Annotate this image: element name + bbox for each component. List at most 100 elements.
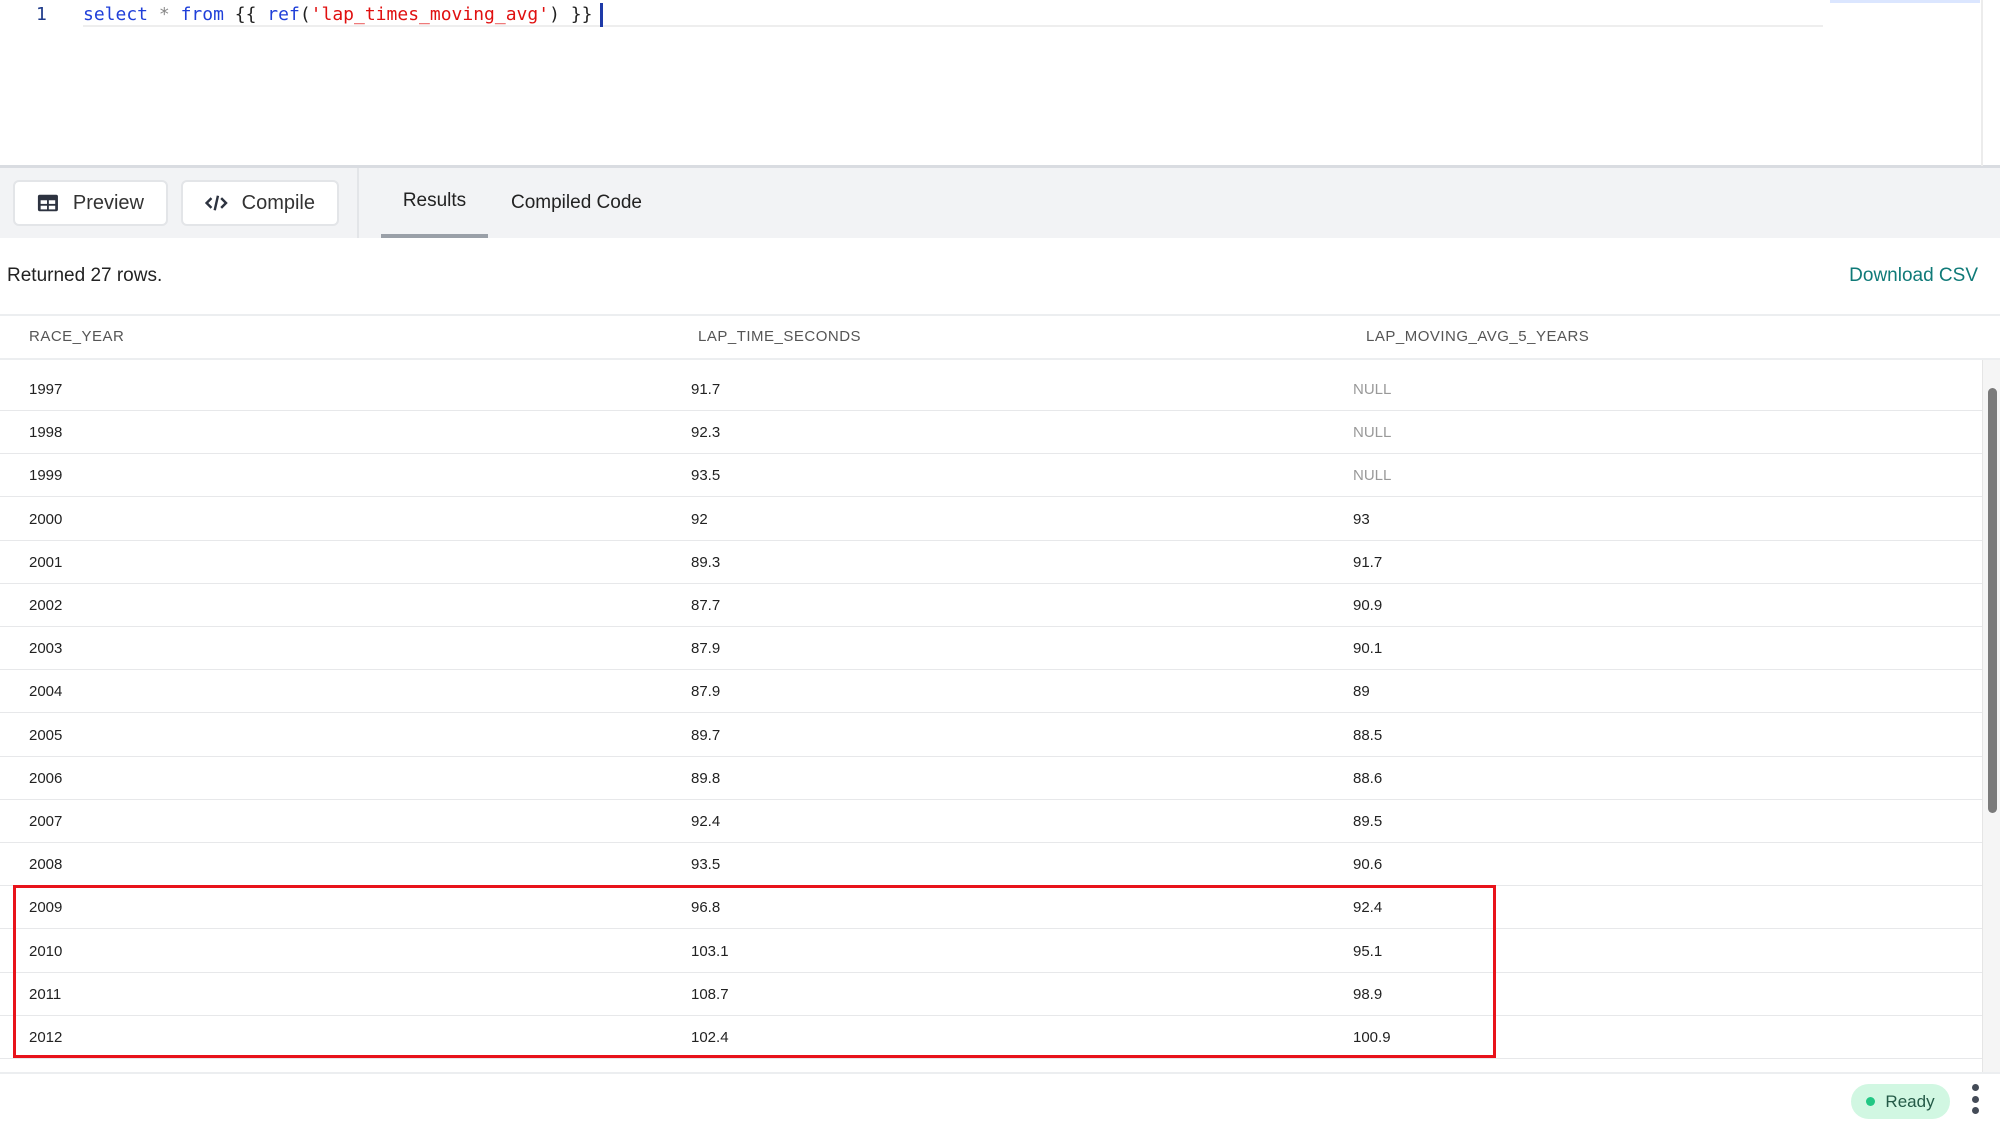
cell-lap-moving-avg: 100.9: [1353, 1029, 1391, 1046]
paren-open: (: [299, 4, 311, 25]
tab-results[interactable]: Results: [381, 168, 488, 238]
preview-label: Preview: [72, 191, 144, 214]
cell-lap-moving-avg: 95.1: [1353, 942, 1383, 960]
jinja-open: {{: [234, 4, 257, 25]
cell-race-year: 2007: [29, 813, 63, 830]
table-row[interactable]: 2000 92 93: [0, 498, 1982, 541]
table-row[interactable]: 2010 103.1 95.1: [0, 930, 1982, 973]
table-row[interactable]: 2007 92.4 89.5: [0, 800, 1982, 843]
cell-race-year: 2011: [29, 985, 62, 1003]
cell-lap-moving-avg: 98.9: [1353, 985, 1383, 1003]
code-icon: [205, 195, 228, 211]
status-badge: Ready: [1851, 1084, 1950, 1119]
table-row[interactable]: 2004 87.9 89: [0, 670, 1982, 714]
table-row[interactable]: 2011 108.7 98.9: [0, 973, 1982, 1016]
cell-lap-moving-avg: 88.6: [1353, 769, 1383, 787]
cell-lap-time-seconds: 89.8: [691, 769, 721, 787]
table-row[interactable]: 2008 93.5 90.6: [0, 843, 1982, 887]
cell-lap-time-seconds: 92.3: [691, 424, 721, 442]
paren-close: ): [549, 4, 560, 25]
cell-lap-moving-avg: 89: [1353, 683, 1370, 701]
table-row[interactable]: 1999 93.5 NULL: [0, 454, 1982, 498]
cell-lap-moving-avg: 92.4: [1353, 899, 1383, 917]
cell-lap-time-seconds: 108.7: [691, 985, 729, 1003]
results-toolbar: Preview Compile Results Compiled Code: [0, 168, 2000, 238]
cell-lap-time-seconds: 89.3: [691, 553, 721, 571]
cell-race-year: 2012: [29, 1029, 63, 1046]
cell-lap-time-seconds: 92.4: [691, 813, 721, 830]
editor-divider: [1981, 0, 1983, 166]
cell-race-year: 2006: [29, 769, 63, 787]
cell-race-year: 1997: [29, 381, 63, 398]
ref-function: ref: [267, 4, 300, 25]
cell-lap-time-seconds: 87.9: [691, 640, 721, 658]
status-bar: Ready: [0, 1072, 2000, 1124]
jinja-close: }}: [570, 4, 593, 25]
highlight-box: [13, 885, 1496, 1058]
vertical-scrollbar[interactable]: [1982, 360, 2000, 1072]
cell-race-year: 2003: [29, 640, 63, 658]
table-row[interactable]: 2005 89.7 88.5: [0, 714, 1982, 757]
cell-lap-moving-avg: 88.5: [1353, 726, 1383, 744]
table-row[interactable]: 2012 102.4 100.9: [0, 1016, 1982, 1059]
scrollbar-thumb[interactable]: [1988, 388, 1997, 813]
table-icon: [37, 194, 58, 212]
cell-lap-moving-avg: NULL: [1353, 381, 1392, 398]
tab-compiled-code[interactable]: Compiled Code: [511, 168, 642, 238]
divider: [0, 314, 2000, 316]
cell-lap-time-seconds: 93.5: [691, 467, 721, 485]
row-count-summary: Returned 27 rows.: [7, 265, 163, 286]
cell-lap-time-seconds: 91.7: [691, 381, 721, 398]
table-row[interactable]: 1997 91.7 NULL: [0, 368, 1982, 411]
cell-lap-moving-avg: NULL: [1353, 424, 1392, 442]
cell-lap-moving-avg: 89.5: [1353, 813, 1383, 830]
cell-lap-time-seconds: 89.7: [691, 726, 721, 744]
cell-race-year: 2002: [29, 597, 63, 614]
cell-lap-time-seconds: 93.5: [691, 856, 721, 874]
cell-lap-moving-avg: 91.7: [1353, 553, 1383, 571]
keyword-from: from: [180, 4, 224, 25]
cell-lap-time-seconds: 92: [691, 510, 708, 528]
cell-race-year: 2004: [29, 683, 63, 701]
tab-compiled-code-label: Compiled Code: [511, 192, 642, 213]
cell-race-year: 2001: [29, 553, 63, 571]
cell-lap-time-seconds: 96.8: [691, 899, 721, 917]
cell-lap-time-seconds: 103.1: [691, 942, 729, 960]
tab-results-label: Results: [402, 190, 467, 211]
table-row[interactable]: 2002 87.7 90.9: [0, 584, 1982, 627]
code-line[interactable]: select * from {{ ref('lap_times_moving_a…: [83, 0, 1823, 27]
preview-button[interactable]: Preview: [13, 180, 168, 226]
download-csv-link[interactable]: Download CSV: [1849, 265, 1978, 286]
compile-button[interactable]: Compile: [181, 180, 339, 226]
cell-lap-moving-avg: 93: [1353, 510, 1370, 528]
header-divider: [0, 358, 2000, 360]
cell-lap-moving-avg: 90.6: [1353, 856, 1383, 874]
cell-race-year: 2005: [29, 726, 63, 744]
cell-race-year: 2010: [29, 942, 63, 960]
toolbar-divider: [357, 168, 359, 238]
column-header-lap-time-seconds[interactable]: LAP_TIME_SECONDS: [698, 328, 862, 345]
keyword-select: select: [83, 4, 149, 25]
cell-lap-time-seconds: 87.7: [691, 597, 721, 614]
cell-race-year: 2000: [29, 510, 63, 528]
cell-lap-time-seconds: 102.4: [691, 1029, 729, 1046]
operator-star: *: [158, 4, 170, 25]
table-row[interactable]: 2001 89.3 91.7: [0, 541, 1982, 584]
compile-label: Compile: [241, 191, 315, 214]
table-row[interactable]: 1998 92.3 NULL: [0, 411, 1982, 455]
cell-lap-moving-avg: NULL: [1353, 467, 1392, 485]
column-header-lap-moving-avg[interactable]: LAP_MOVING_AVG_5_YEARS: [1366, 328, 1590, 345]
column-header-race-year[interactable]: RACE_YEAR: [29, 328, 125, 345]
cell-race-year: 2009: [29, 899, 63, 917]
table-row[interactable]: 2009 96.8 92.4: [0, 886, 1982, 930]
code-editor[interactable]: 1 select * from {{ ref('lap_times_moving…: [0, 0, 2000, 168]
cell-lap-moving-avg: 90.9: [1353, 597, 1383, 614]
table-row[interactable]: 2006 89.8 88.6: [0, 757, 1982, 800]
more-options-icon[interactable]: [1970, 1084, 1980, 1114]
cell-race-year: 1998: [29, 424, 63, 442]
cell-lap-time-seconds: 87.9: [691, 683, 721, 701]
minimap[interactable]: [1830, 0, 1980, 3]
table-row[interactable]: 2003 87.9 90.1: [0, 627, 1982, 671]
status-dot-icon: [1866, 1097, 1876, 1106]
cell-race-year: 2008: [29, 856, 63, 874]
